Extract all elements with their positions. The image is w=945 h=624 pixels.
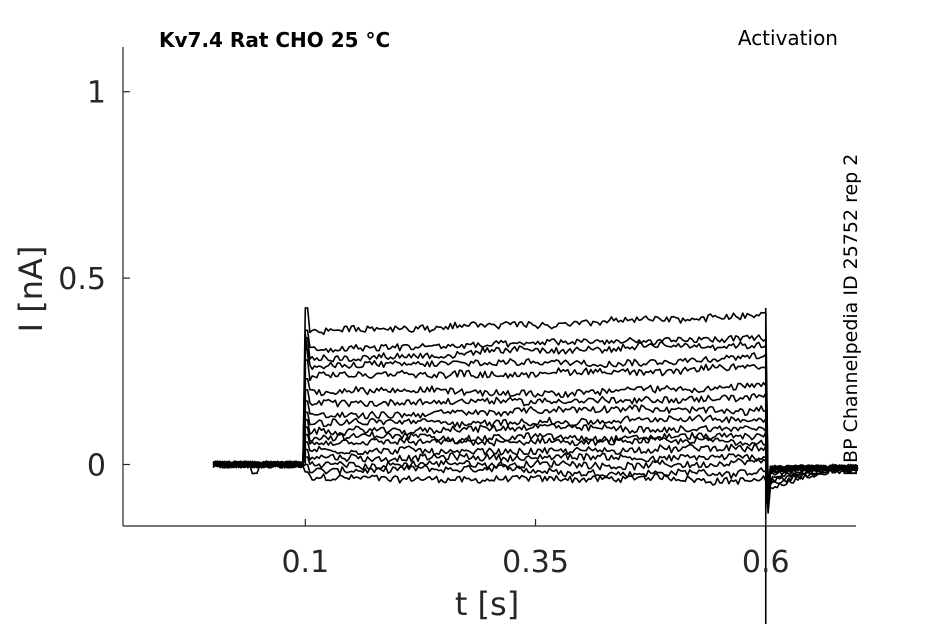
current-trace-11: [212, 389, 859, 492]
current-trace-6: [212, 433, 859, 496]
current-trace-4: [213, 448, 859, 503]
current-trace-7: [212, 426, 859, 496]
x-ticks: 0.1 0.35 0.6: [281, 519, 790, 580]
current-trace-2: [212, 460, 859, 510]
y-tick-label: 0: [87, 448, 106, 483]
chart-subtitle: Activation: [738, 26, 838, 50]
current-trace-14: [212, 348, 859, 492]
current-trace-12: [213, 378, 859, 492]
side-annotation: BBP Channelpedia ID 25752 rep 2: [840, 154, 862, 476]
x-tick-label: 0.6: [742, 545, 790, 580]
current-trace-9: [213, 411, 859, 492]
current-trace-17: [212, 307, 858, 492]
x-tick-label: 0.35: [502, 545, 569, 580]
current-trace-3: [212, 456, 859, 507]
x-tick-label: 0.1: [281, 545, 329, 580]
onset-transient: [304, 333, 310, 465]
current-trace-13: [212, 359, 859, 492]
x-axis-title: t [s]: [455, 585, 519, 623]
y-tick-label: 0.5: [58, 262, 106, 297]
y-tick-label: 1: [87, 76, 106, 111]
current-trace-5: [212, 441, 859, 499]
y-axis-title: I [nA]: [12, 246, 50, 333]
current-trace-1: [212, 460, 858, 514]
current-trace-15: [212, 337, 859, 492]
current-trace-16: [212, 329, 859, 492]
current-trace-10: [212, 400, 859, 492]
trace-group: [212, 307, 859, 624]
chart-title: Kv7.4 Rat CHO 25 °C: [159, 28, 390, 52]
y-ticks: 00.51: [58, 76, 130, 483]
